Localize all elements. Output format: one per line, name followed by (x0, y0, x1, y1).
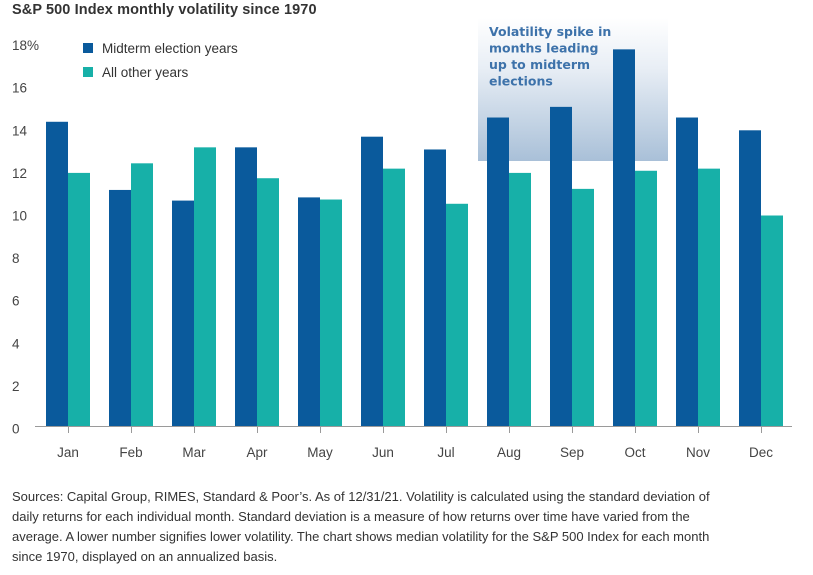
x-axis: Jan Feb Mar Apr May Jun Jul Aug Sep Oct Nov Dec (57, 426, 773, 460)
x-tick-label: Jan (57, 445, 79, 460)
bar-midterm-jan (46, 121, 68, 426)
legend-item-other: All other years (83, 64, 189, 80)
bar-other-nov (698, 168, 720, 426)
x-tick-label: Oct (624, 445, 645, 460)
x-tick-label: Dec (749, 445, 773, 460)
footnote-line: average. A lower number signifies lower … (12, 529, 710, 544)
bar-other-feb (131, 163, 153, 426)
y-axis: 0 2 4 6 8 10 12 14 16 18% (12, 38, 39, 436)
bar-midterm-sep (550, 106, 572, 427)
bar-midterm-jul (424, 149, 446, 426)
x-tick-label: Aug (497, 445, 521, 460)
x-tick-label: Sep (560, 445, 584, 460)
x-tick-label: Apr (246, 445, 268, 460)
y-tick-label: 4 (12, 336, 20, 351)
bar-midterm-jun (361, 136, 383, 426)
y-tick-label: 18% (12, 38, 39, 53)
annotation-highlight-box (478, 18, 668, 161)
bar-midterm-mar (172, 200, 194, 426)
bar-other-jun (383, 168, 405, 426)
bar-other-oct (635, 170, 657, 426)
bar-other-apr (257, 178, 279, 426)
bar-midterm-nov (676, 117, 698, 427)
y-tick-label: 0 (12, 422, 20, 437)
bar-other-may (320, 199, 342, 426)
legend-item-midterm: Midterm election years (83, 40, 238, 56)
y-tick-label: 10 (12, 209, 27, 224)
bar-other-jul (446, 203, 468, 426)
bar-other-aug (509, 172, 531, 426)
x-tick-label: Jun (372, 445, 394, 460)
annotation-line: up to midterm (489, 57, 590, 72)
x-tick-label: Nov (686, 445, 710, 460)
bars (46, 49, 783, 427)
footnote-line: Sources: Capital Group, RIMES, Standard … (12, 489, 710, 504)
y-tick-label: 6 (12, 294, 20, 309)
bar-other-dec (761, 215, 783, 426)
bar-midterm-oct (613, 49, 635, 427)
bar-chart: 0 2 4 6 8 10 12 14 16 18% Jan Feb Mar Apr May Jun Jul Au… (12, 18, 792, 460)
y-tick-label: 8 (12, 251, 20, 266)
legend-label-midterm: Midterm election years (102, 40, 238, 56)
annotation-line: months leading (489, 41, 598, 56)
y-tick-label: 2 (12, 379, 20, 394)
chart-title: S&P 500 Index monthly volatility since 1… (12, 2, 317, 18)
bar-midterm-feb (109, 189, 131, 426)
bar-other-jan (68, 172, 90, 426)
x-tick-label: Jul (437, 445, 454, 460)
bar-midterm-dec (739, 130, 761, 427)
y-tick-label: 12 (12, 166, 27, 181)
x-tick-label: May (307, 445, 333, 460)
bar-midterm-may (298, 197, 320, 426)
y-tick-label: 16 (12, 81, 27, 96)
bar-midterm-aug (487, 117, 509, 427)
x-tick-label: Mar (182, 445, 206, 460)
bar-other-mar (194, 147, 216, 426)
bar-other-sep (572, 188, 594, 426)
footnote: Sources: Capital Group, RIMES, Standard … (12, 487, 812, 567)
annotation-line: elections (489, 74, 553, 89)
legend-label-other: All other years (102, 64, 189, 80)
footnote-line: daily returns for each individual month.… (12, 509, 690, 524)
annotation-line: Volatility spike in (489, 24, 611, 39)
x-tick-label: Feb (119, 445, 142, 460)
legend-swatch-other (83, 67, 93, 77)
bar-midterm-apr (235, 147, 257, 426)
footnote-line: since 1970, displayed on an annualized b… (12, 549, 278, 564)
y-tick-label: 14 (12, 123, 28, 138)
legend-swatch-midterm (83, 43, 93, 53)
